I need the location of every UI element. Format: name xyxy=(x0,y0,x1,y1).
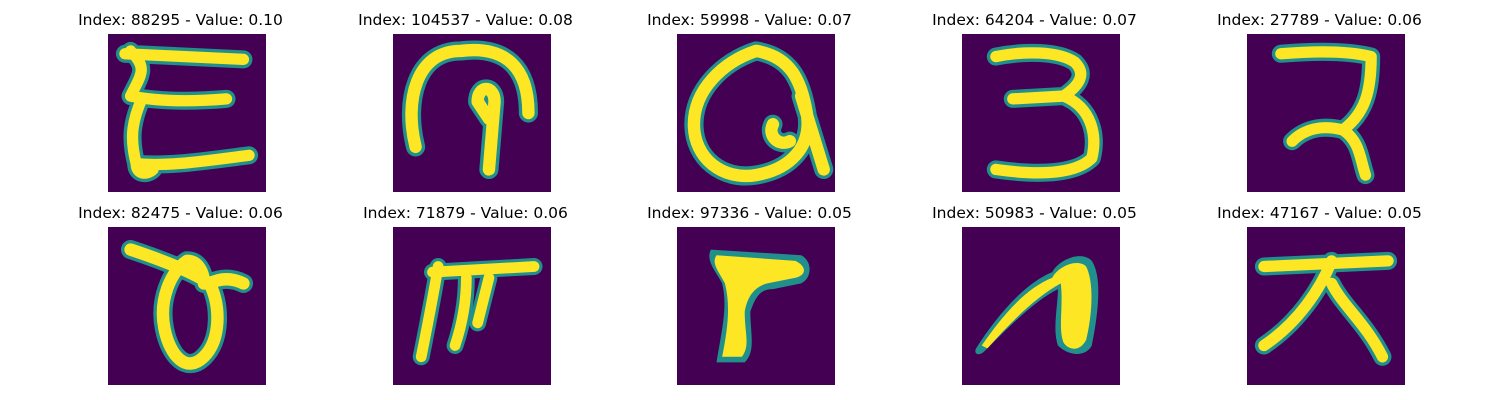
glyph-image-hook-2 xyxy=(1247,34,1405,192)
panel-title: Index: 47167 - Value: 0.05 xyxy=(1217,204,1422,222)
panel-title: Index: 104537 - Value: 0.08 xyxy=(358,11,573,29)
panel-8: Index: 97336 - Value: 0.05 xyxy=(607,193,892,385)
panel-title: Index: 71879 - Value: 0.06 xyxy=(363,204,568,222)
panel-title: Index: 97336 - Value: 0.05 xyxy=(647,204,852,222)
panel-6: Index: 82475 - Value: 0.06 xyxy=(38,193,323,385)
panel-7: Index: 71879 - Value: 0.06 xyxy=(323,193,608,385)
glyph-image-block-P xyxy=(677,227,835,385)
glyph-image-loop-hook xyxy=(393,34,551,192)
panel-title: Index: 82475 - Value: 0.06 xyxy=(78,204,283,222)
glyph-image-letter-Q-like xyxy=(677,34,835,192)
panel-title: Index: 88295 - Value: 0.10 xyxy=(78,11,283,29)
panel-1: Index: 88295 - Value: 0.10 xyxy=(38,0,323,192)
panel-9: Index: 50983 - Value: 0.05 xyxy=(892,193,1177,385)
panel-4: Index: 64204 - Value: 0.07 xyxy=(892,0,1177,192)
glyph-image-letter-E xyxy=(108,34,266,192)
glyph-image-stroke-F xyxy=(393,227,551,385)
panel-title: Index: 59998 - Value: 0.07 xyxy=(647,11,852,29)
glyph-image-curve-n xyxy=(962,227,1120,385)
panel-title: Index: 64204 - Value: 0.07 xyxy=(932,11,1137,29)
glyph-image-loop-theta xyxy=(108,227,266,385)
panel-title: Index: 27789 - Value: 0.06 xyxy=(1217,11,1422,29)
glyph-image-character-da xyxy=(1247,227,1405,385)
panel-3: Index: 59998 - Value: 0.07 xyxy=(607,0,892,192)
glyph-image-digit-3 xyxy=(962,34,1120,192)
panel-2: Index: 104537 - Value: 0.08 xyxy=(323,0,608,192)
panel-title: Index: 50983 - Value: 0.05 xyxy=(932,204,1137,222)
panel-10: Index: 47167 - Value: 0.05 xyxy=(1177,193,1462,385)
panel-5: Index: 27789 - Value: 0.06 xyxy=(1177,0,1462,192)
